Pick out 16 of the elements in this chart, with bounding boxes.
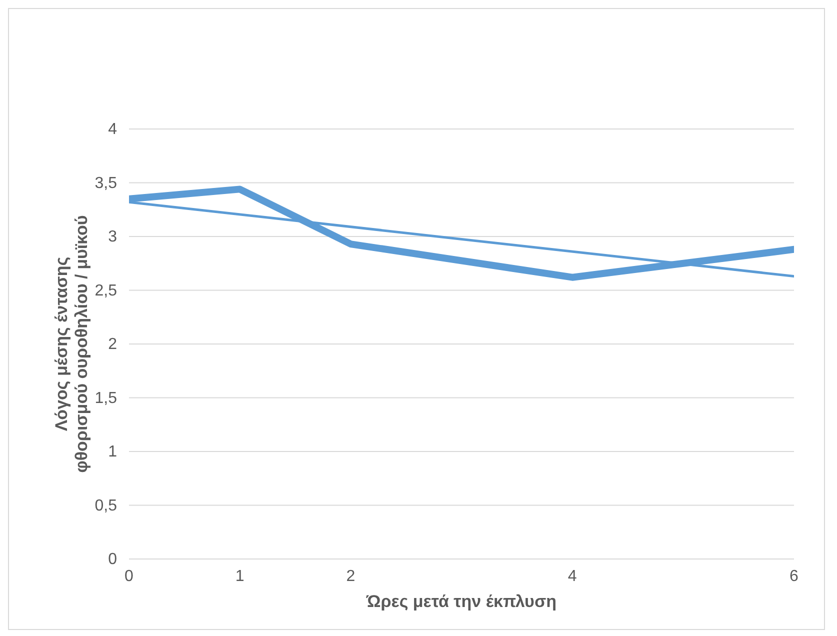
y-tick-label: 0 [108, 551, 118, 568]
x-tick-label: 0 [124, 568, 134, 585]
y-tick-label: 3 [108, 228, 118, 246]
y-tick-label: 1,5 [94, 390, 118, 407]
y-tick-label: 1 [108, 444, 118, 460]
y-tick-label: 2,5 [94, 282, 118, 300]
y-tick-label: 4 [108, 121, 118, 138]
x-tick-label: 6 [790, 568, 799, 585]
y-axis-title: Λόγος μέσης έντασης φθορισμού ουροθηλίου / μυϊκού [52, 215, 91, 473]
x-axis-title: Ώρες μετά την έκπλυση [366, 592, 556, 611]
x-tick-label: 4 [568, 568, 577, 585]
y-tick-label: 0,5 [94, 497, 118, 514]
x-tick-label: 2 [346, 568, 356, 585]
y-tick-label: 3,5 [94, 174, 118, 192]
x-tick-label: 1 [235, 568, 244, 585]
y-tick-label: 2 [108, 336, 118, 353]
